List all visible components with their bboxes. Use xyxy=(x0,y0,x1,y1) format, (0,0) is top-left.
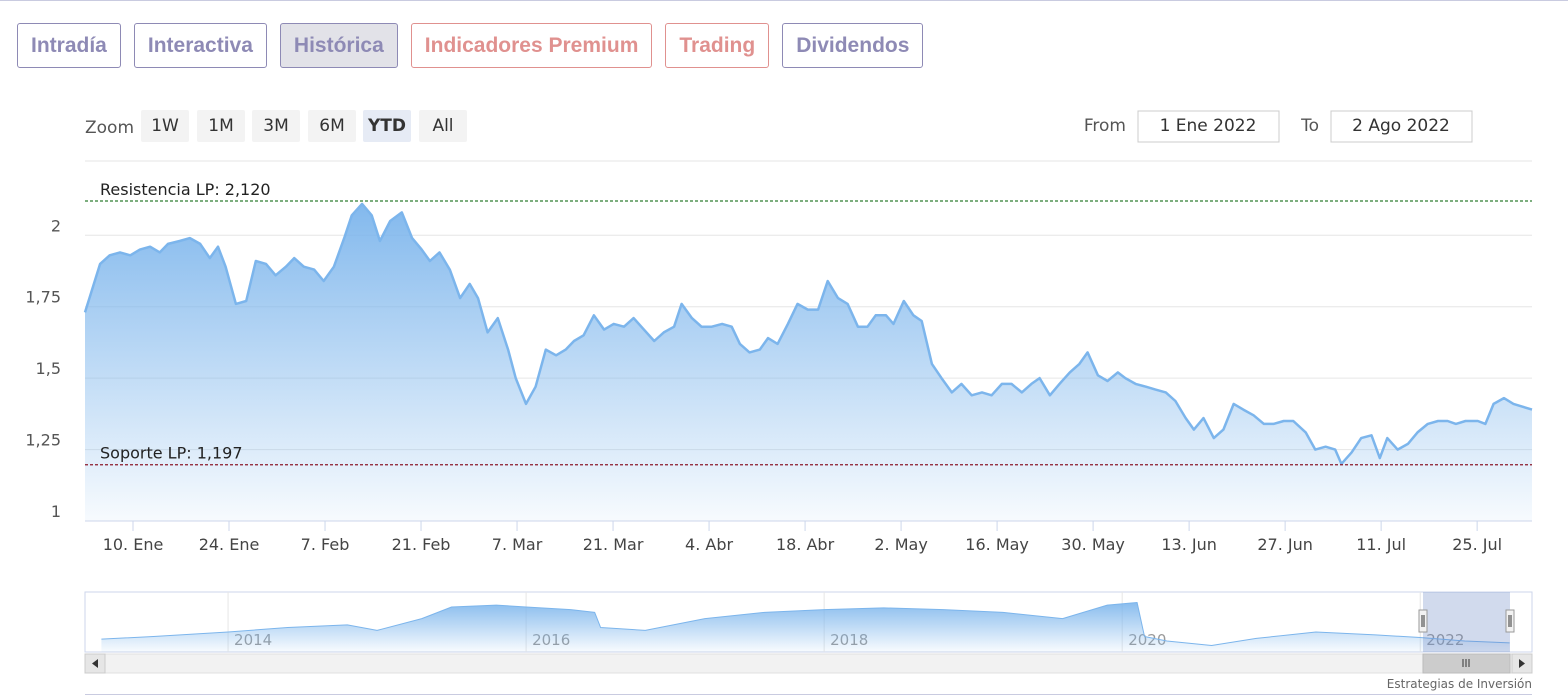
zoom-button-label[interactable]: 6M xyxy=(319,116,344,136)
tab[interactable]: Intradía xyxy=(17,23,121,68)
x-tick-label: 30. May xyxy=(1061,535,1125,554)
zoom-button-label[interactable]: YTD xyxy=(367,116,406,136)
x-tick-label: 7. Feb xyxy=(301,535,350,554)
scrollbar-right-arrow xyxy=(1519,659,1525,668)
from-value[interactable]: 1 Ene 2022 xyxy=(1160,116,1257,136)
zoom-button-label[interactable]: 1M xyxy=(208,116,233,136)
x-tick-label: 21. Feb xyxy=(392,535,451,554)
zoom-button-label[interactable]: 3M xyxy=(263,116,288,136)
x-tick-label: 2. May xyxy=(874,535,927,554)
to-input[interactable] xyxy=(1330,110,1473,143)
footer-credit: Estrategias de Inversión xyxy=(1387,677,1532,691)
zoom-button[interactable] xyxy=(363,110,411,142)
from-label: From xyxy=(1084,116,1126,136)
zoom-label: Zoom xyxy=(85,118,134,138)
zoom-button-label[interactable]: All xyxy=(432,116,453,136)
x-tick-label: 27. Jun xyxy=(1257,535,1313,554)
x-tick-label: 13. Jun xyxy=(1161,535,1217,554)
tab[interactable]: Trading xyxy=(665,23,770,68)
x-tick-label: 16. May xyxy=(965,535,1029,554)
price-line xyxy=(101,602,1510,646)
annotation-label: Soporte LP: 1,197 xyxy=(100,444,243,463)
navigator-window xyxy=(1423,592,1510,652)
tab[interactable]: Interactiva xyxy=(133,23,267,68)
zoom-button[interactable] xyxy=(197,110,245,142)
annotation-label: Resistencia LP: 2,120 xyxy=(100,180,271,199)
y-tick-label: 1 xyxy=(51,502,61,521)
y-tick-label: 1,5 xyxy=(36,359,61,378)
bottom-rule xyxy=(85,694,1532,695)
y-tick-label: 2 xyxy=(51,216,61,235)
price-line xyxy=(83,202,1533,466)
x-tick-label: 18. Abr xyxy=(776,535,835,554)
y-tick-label: 1,75 xyxy=(25,288,61,307)
y-tick-label: 1,25 xyxy=(25,431,61,450)
x-tick-label: 11. Jul xyxy=(1356,535,1406,554)
x-tick-label: 24. Ene xyxy=(199,535,260,554)
x-tick-label: 25. Jul xyxy=(1452,535,1502,554)
x-tick-label: 21. Mar xyxy=(583,535,644,554)
navigator-handle[interactable] xyxy=(1505,609,1515,633)
tab-bar: Intradía Interactiva Histórica Indicadores … xyxy=(17,23,924,68)
to-label: To xyxy=(1300,116,1319,136)
zoom-button[interactable] xyxy=(141,110,189,142)
x-tick-label: 4. Abr xyxy=(685,535,733,554)
navigator-handle[interactable] xyxy=(1418,609,1428,633)
x-tick-label: 7. Mar xyxy=(492,535,543,554)
x-tick-label: 10. Ene xyxy=(103,535,164,554)
from-input[interactable] xyxy=(1137,110,1280,143)
tab[interactable]: Histórica xyxy=(279,23,398,68)
tab[interactable]: Dividendos xyxy=(782,23,924,68)
zoom-button[interactable] xyxy=(252,110,300,142)
scrollbar-left-arrow xyxy=(92,659,98,668)
scrollbar-track xyxy=(84,653,1533,674)
tab[interactable]: Indicadores Premium xyxy=(410,23,653,68)
area-fill xyxy=(85,203,1532,521)
to-value[interactable]: 2 Ago 2022 xyxy=(1352,116,1450,136)
zoom-button[interactable] xyxy=(308,110,356,142)
top-rule xyxy=(0,0,1568,1)
zoom-button-label[interactable]: 1W xyxy=(151,116,179,136)
zoom-button[interactable] xyxy=(419,110,467,142)
